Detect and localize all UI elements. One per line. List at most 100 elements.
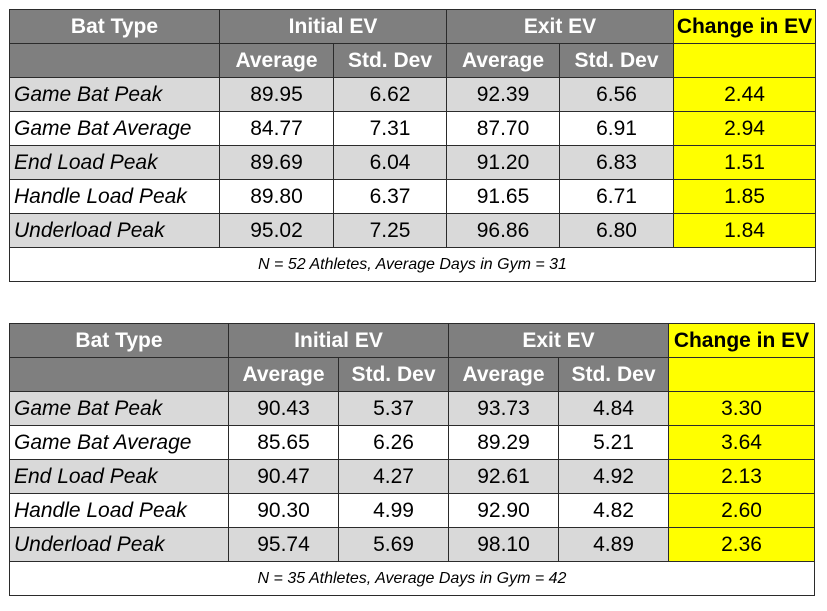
initial-ev-header: Initial EV — [219, 9, 447, 44]
change-in-ev-cell: 3.30 — [668, 391, 815, 426]
table-row: End Load Peak 90.47 4.27 92.61 4.92 2.13 — [9, 459, 815, 494]
exit-std-dev-cell: 6.91 — [559, 111, 674, 146]
change-in-ev-cell: 2.13 — [668, 459, 815, 494]
exit-std-dev-cell: 4.82 — [558, 493, 669, 528]
initial-average-header: Average — [219, 43, 334, 78]
bat-type-cell: End Load Peak — [9, 459, 229, 494]
table-row: Game Bat Peak 90.43 5.37 93.73 4.84 3.30 — [9, 391, 815, 426]
exit-average-cell: 89.29 — [448, 425, 559, 460]
table-row: End Load Peak 89.69 6.04 91.20 6.83 1.51 — [9, 145, 816, 180]
change-blank-header-cell — [673, 43, 816, 78]
table-row: Underload Peak 95.74 5.69 98.10 4.89 2.3… — [9, 527, 815, 562]
change-in-ev-cell: 2.60 — [668, 493, 815, 528]
change-in-ev-cell: 1.85 — [673, 179, 816, 214]
header-row-top: Bat Type Initial EV Exit EV Change in EV — [9, 323, 815, 358]
ev-table-1: Bat Type Initial EV Exit EV Change in EV… — [9, 9, 816, 282]
exit-std-dev-header: Std. Dev — [559, 43, 674, 78]
exit-ev-header: Exit EV — [446, 9, 674, 44]
change-in-ev-cell: 3.64 — [668, 425, 815, 460]
change-in-ev-cell: 1.84 — [673, 213, 816, 248]
blank-header-cell — [9, 43, 220, 78]
bat-type-cell: Underload Peak — [9, 527, 229, 562]
exit-ev-header: Exit EV — [448, 323, 669, 358]
exit-average-cell: 87.70 — [446, 111, 560, 146]
change-in-ev-cell: 1.51 — [673, 145, 816, 180]
initial-std-dev-cell: 6.62 — [333, 77, 447, 112]
exit-average-header: Average — [448, 357, 559, 392]
table-row: Handle Load Peak 89.80 6.37 91.65 6.71 1… — [9, 179, 816, 214]
bat-type-cell: Game Bat Average — [9, 111, 220, 146]
blank-header-cell — [9, 357, 229, 392]
initial-average-cell: 85.65 — [228, 425, 339, 460]
exit-average-cell: 91.20 — [446, 145, 560, 180]
change-in-ev-cell: 2.36 — [668, 527, 815, 562]
initial-std-dev-cell: 7.31 — [333, 111, 447, 146]
initial-std-dev-cell: 4.27 — [338, 459, 449, 494]
initial-average-cell: 89.69 — [219, 145, 334, 180]
sample-size-note: N = 35 Athletes, Average Days in Gym = 4… — [9, 561, 815, 596]
initial-average-cell: 89.80 — [219, 179, 334, 214]
initial-average-cell: 90.30 — [228, 493, 339, 528]
change-in-ev-header: Change in EV — [673, 9, 816, 44]
table-row: Game Bat Average 85.65 6.26 89.29 5.21 3… — [9, 425, 815, 460]
header-row-sub: Average Std. Dev Average Std. Dev — [9, 357, 815, 392]
exit-average-cell: 93.73 — [448, 391, 559, 426]
bat-type-cell: Handle Load Peak — [9, 179, 220, 214]
initial-average-header: Average — [228, 357, 339, 392]
initial-std-dev-cell: 4.99 — [338, 493, 449, 528]
initial-average-cell: 89.95 — [219, 77, 334, 112]
table-row: Game Bat Average 84.77 7.31 87.70 6.91 2… — [9, 111, 816, 146]
change-blank-header-cell — [668, 357, 815, 392]
exit-std-dev-cell: 5.21 — [558, 425, 669, 460]
table-row: Handle Load Peak 90.30 4.99 92.90 4.82 2… — [9, 493, 815, 528]
bat-type-cell: Handle Load Peak — [9, 493, 229, 528]
exit-average-cell: 96.86 — [446, 213, 560, 248]
initial-std-dev-header: Std. Dev — [333, 43, 447, 78]
exit-std-dev-cell: 4.84 — [558, 391, 669, 426]
change-in-ev-cell: 2.94 — [673, 111, 816, 146]
exit-std-dev-cell: 4.92 — [558, 459, 669, 494]
initial-std-dev-header: Std. Dev — [338, 357, 449, 392]
change-in-ev-header: Change in EV — [668, 323, 815, 358]
exit-std-dev-cell: 6.56 — [559, 77, 674, 112]
initial-std-dev-cell: 6.26 — [338, 425, 449, 460]
exit-average-cell: 92.39 — [446, 77, 560, 112]
footer-row: N = 35 Athletes, Average Days in Gym = 4… — [9, 561, 815, 596]
initial-std-dev-cell: 6.37 — [333, 179, 447, 214]
initial-average-cell: 95.02 — [219, 213, 334, 248]
exit-average-header: Average — [446, 43, 560, 78]
initial-average-cell: 90.43 — [228, 391, 339, 426]
table-row: Game Bat Peak 89.95 6.62 92.39 6.56 2.44 — [9, 77, 816, 112]
bat-type-cell: Game Bat Peak — [9, 77, 220, 112]
exit-std-dev-header: Std. Dev — [558, 357, 669, 392]
header-row-top: Bat Type Initial EV Exit EV Change in EV — [9, 9, 816, 44]
bat-type-header: Bat Type — [9, 323, 229, 358]
exit-average-cell: 98.10 — [448, 527, 559, 562]
exit-std-dev-cell: 6.80 — [559, 213, 674, 248]
header-row-sub: Average Std. Dev Average Std. Dev — [9, 43, 816, 78]
initial-std-dev-cell: 5.69 — [338, 527, 449, 562]
ev-table-2: Bat Type Initial EV Exit EV Change in EV… — [9, 323, 815, 596]
initial-std-dev-cell: 6.04 — [333, 145, 447, 180]
initial-ev-header: Initial EV — [228, 323, 449, 358]
bat-type-cell: End Load Peak — [9, 145, 220, 180]
sample-size-note: N = 52 Athletes, Average Days in Gym = 3… — [9, 247, 816, 282]
initial-average-cell: 90.47 — [228, 459, 339, 494]
bat-type-header: Bat Type — [9, 9, 220, 44]
change-in-ev-cell: 2.44 — [673, 77, 816, 112]
bat-type-cell: Game Bat Peak — [9, 391, 229, 426]
initial-average-cell: 84.77 — [219, 111, 334, 146]
initial-std-dev-cell: 5.37 — [338, 391, 449, 426]
exit-std-dev-cell: 4.89 — [558, 527, 669, 562]
exit-average-cell: 92.61 — [448, 459, 559, 494]
table-row: Underload Peak 95.02 7.25 96.86 6.80 1.8… — [9, 213, 816, 248]
initial-average-cell: 95.74 — [228, 527, 339, 562]
footer-row: N = 52 Athletes, Average Days in Gym = 3… — [9, 247, 816, 282]
exit-average-cell: 91.65 — [446, 179, 560, 214]
exit-std-dev-cell: 6.83 — [559, 145, 674, 180]
initial-std-dev-cell: 7.25 — [333, 213, 447, 248]
bat-type-cell: Underload Peak — [9, 213, 220, 248]
bat-type-cell: Game Bat Average — [9, 425, 229, 460]
exit-average-cell: 92.90 — [448, 493, 559, 528]
exit-std-dev-cell: 6.71 — [559, 179, 674, 214]
